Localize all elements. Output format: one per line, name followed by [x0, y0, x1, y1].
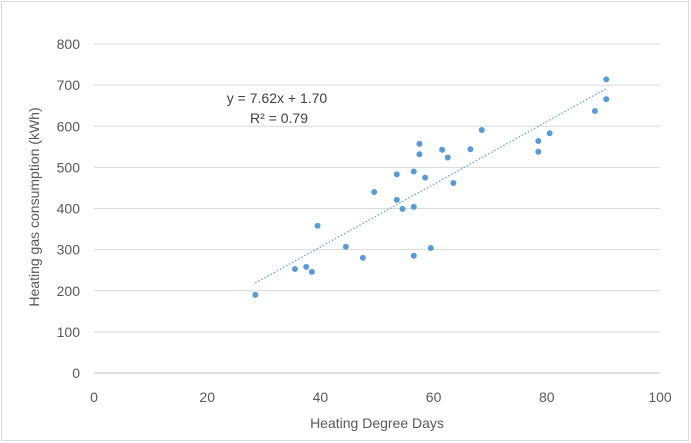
data-point — [427, 244, 434, 251]
data-point — [399, 205, 406, 212]
y-tick-labels: 0 100 200 300 400 500 600 700 800 — [57, 36, 81, 381]
data-point — [371, 189, 378, 196]
y-tick-label: 600 — [57, 118, 81, 134]
y-tick-label: 0 — [72, 365, 80, 381]
x-tick-label: 40 — [313, 389, 329, 405]
data-point — [535, 138, 542, 145]
y-tick-label: 700 — [57, 77, 81, 93]
data-point — [422, 174, 429, 181]
data-point — [603, 76, 610, 83]
data-point — [546, 130, 553, 137]
gridlines — [94, 43, 660, 333]
data-point — [603, 96, 610, 103]
data-point — [535, 148, 542, 155]
y-tick-label: 500 — [57, 159, 81, 175]
x-tick-label: 0 — [90, 389, 98, 405]
y-tick-label: 400 — [57, 201, 81, 217]
data-point — [478, 126, 485, 133]
data-point — [342, 243, 349, 250]
x-tick-label: 80 — [539, 389, 555, 405]
data-point — [359, 254, 366, 261]
x-tick-labels: 0 20 40 60 80 100 — [90, 389, 672, 405]
y-tick-label: 100 — [57, 324, 81, 340]
x-tick-label: 100 — [648, 389, 672, 405]
trendline — [255, 88, 607, 284]
data-point — [410, 168, 417, 175]
data-point — [252, 291, 259, 298]
data-point — [314, 222, 321, 229]
data-point — [410, 252, 417, 259]
data-point — [303, 263, 310, 270]
data-point — [444, 154, 451, 161]
data-point — [439, 146, 446, 153]
data-point — [416, 140, 423, 147]
x-axis-title: Heating Degree Days — [310, 415, 444, 431]
trendline-r-squared: R² = 0.79 — [250, 110, 308, 126]
data-point — [410, 203, 417, 210]
y-tick-label: 800 — [57, 36, 81, 52]
data-point — [291, 265, 298, 272]
data-point — [308, 268, 315, 275]
data-points — [252, 76, 610, 298]
y-tick-label: 200 — [57, 283, 81, 299]
data-point — [450, 180, 457, 187]
data-point — [393, 171, 400, 178]
x-tick-label: 20 — [199, 389, 215, 405]
data-point — [416, 151, 423, 158]
y-tick-label: 300 — [57, 242, 81, 258]
x-tick-label: 60 — [426, 389, 442, 405]
data-point — [467, 146, 474, 153]
trendline-equation: y = 7.62x + 1.70 — [227, 90, 328, 106]
data-point — [591, 108, 598, 115]
y-axis-title: Heating gas consumption (kWh) — [26, 107, 42, 306]
data-point — [393, 196, 400, 203]
